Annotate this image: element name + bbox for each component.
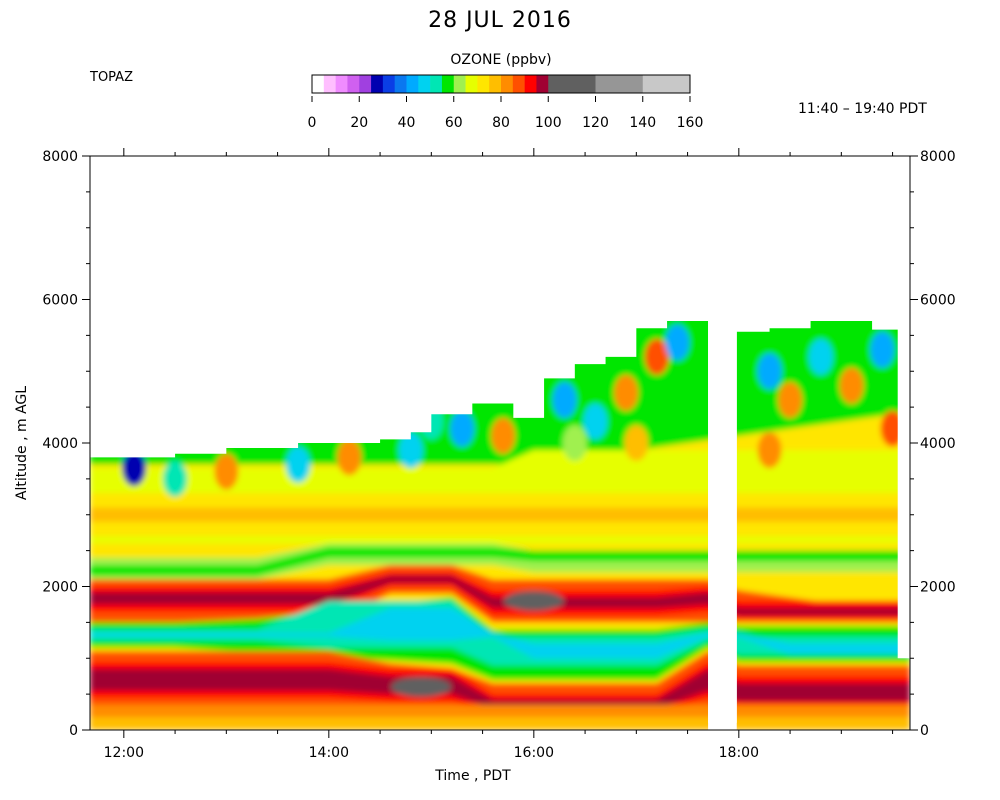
colorbar-bin xyxy=(323,75,336,93)
y-axis-left: 0 2000 4000 6000 8000 xyxy=(42,149,90,739)
data-gap xyxy=(708,156,737,723)
y-tick-label-right: 6000 xyxy=(920,293,956,309)
colorbar-bin xyxy=(501,75,514,93)
colorbar-bin xyxy=(595,75,644,93)
y-tick-label-left: 2000 xyxy=(42,580,78,596)
colorbar-bin xyxy=(489,75,502,93)
colorbar-bin xyxy=(335,75,348,93)
colorbar-title: OZONE (ppbv) xyxy=(450,52,552,68)
colorbar-bin xyxy=(430,75,443,93)
colorbar-bin xyxy=(441,75,455,93)
colorbar-bin xyxy=(312,75,325,93)
x-axis-label: Time , PDT xyxy=(434,768,511,784)
colorbar-bin xyxy=(453,75,466,93)
colorbar-tick-label: 160 xyxy=(677,115,704,131)
y-axis-label: Altitude , m AGL xyxy=(14,386,30,500)
colorbar-bin xyxy=(347,75,360,93)
colorbar-bin xyxy=(406,75,419,93)
colorbar-bin xyxy=(512,75,525,93)
colorbar-tick-label: 100 xyxy=(535,115,562,131)
colorbar-bin xyxy=(394,75,407,93)
colorbar-bin xyxy=(371,75,384,93)
chart-title: 28 JUL 2016 xyxy=(428,8,572,33)
colorbar-tick-label: 0 xyxy=(308,115,317,131)
y-tick-label-right: 2000 xyxy=(920,580,956,596)
y-tick-label-left: 6000 xyxy=(42,293,78,309)
colorbar-bin xyxy=(477,75,490,93)
colorbar-bin xyxy=(524,75,537,93)
y-tick-label-left: 0 xyxy=(69,723,78,739)
y-tick-label-right: 8000 xyxy=(920,149,956,165)
x-tick-label: 14:00 xyxy=(309,745,349,761)
colorbar-tick-label: 40 xyxy=(398,115,416,131)
site-label: TOPAZ xyxy=(90,70,133,85)
colorbar-frame xyxy=(311,74,691,94)
colorbar-bin xyxy=(465,75,478,93)
colorbar-tick-label: 140 xyxy=(629,115,656,131)
x-tick-label: 12:00 xyxy=(104,745,144,761)
y-tick-label-left: 8000 xyxy=(42,149,78,165)
colorbar-tick-label: 60 xyxy=(445,115,463,131)
x-tick-label: 18:00 xyxy=(719,745,759,761)
colorbar-bin xyxy=(536,75,549,93)
colorbar xyxy=(311,74,691,94)
y-tick-label-right: 4000 xyxy=(920,436,956,452)
y-tick-label-right: 0 xyxy=(920,723,929,739)
colorbar-ticks: 0 20 40 60 80 100 120 140 160 xyxy=(308,96,704,131)
colorbar-bin xyxy=(382,75,395,93)
colorbar-tick-label: 80 xyxy=(492,115,510,131)
y-tick-label-left: 4000 xyxy=(42,436,78,452)
colorbar-tick-label: 20 xyxy=(350,115,368,131)
time-range-label: 11:40 – 19:40 PDT xyxy=(798,101,927,117)
colorbar-bin xyxy=(642,75,691,93)
colorbar-bin xyxy=(418,75,431,93)
x-axis: 12:00 14:00 16:00 18:00 xyxy=(104,148,894,761)
colorbar-bin xyxy=(548,75,596,93)
y-axis-right: 0 2000 4000 6000 8000 xyxy=(910,149,956,739)
x-tick-label: 16:00 xyxy=(514,745,554,761)
colorbar-tick-label: 120 xyxy=(582,115,609,131)
colorbar-bin xyxy=(359,75,372,93)
